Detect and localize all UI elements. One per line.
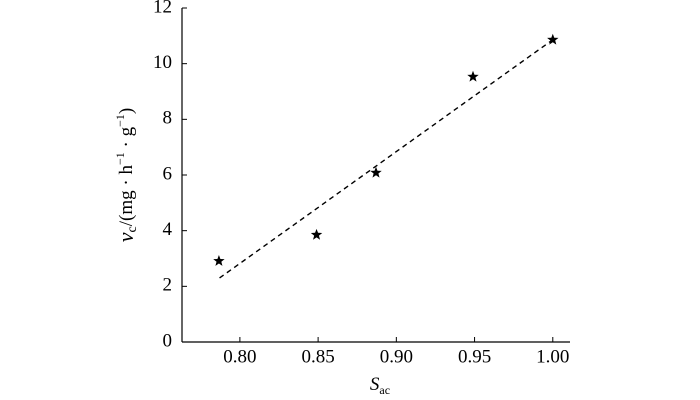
- x-tick-label: 1.00: [536, 346, 569, 367]
- y-label-exponent: −1: [113, 152, 127, 165]
- y-tick-label: 2: [163, 275, 173, 296]
- point: [370, 166, 382, 178]
- y-tick-label: 6: [163, 163, 173, 184]
- point: [213, 255, 225, 266]
- point: [547, 33, 559, 45]
- x-label-symbol: S: [370, 374, 380, 395]
- y-label-exponent: −1: [113, 114, 127, 127]
- y-label-unit: ): [116, 108, 137, 114]
- x-axis-label: Sac: [370, 374, 390, 396]
- y-tick-label: 8: [163, 108, 173, 129]
- x-tick-label: 0.80: [223, 346, 256, 367]
- point: [467, 70, 479, 82]
- y-tick-label: 0: [163, 330, 173, 351]
- y-label-unit: · g: [116, 126, 137, 152]
- x-tick-label: 0.90: [380, 346, 413, 367]
- y-label-subscript: c: [125, 226, 140, 232]
- x-tick-label: 0.85: [301, 346, 334, 367]
- y-tick-label: 12: [153, 0, 172, 17]
- fit-line: [219, 39, 554, 279]
- y-tick-label: 10: [153, 52, 172, 73]
- y-tick-label: 4: [163, 219, 173, 240]
- y-axis-label: vc/(mg · h−1 · g−1): [113, 108, 140, 242]
- point: [310, 228, 323, 240]
- y-label-symbol: v: [113, 232, 138, 242]
- x-tick-label: 0.95: [458, 346, 491, 367]
- x-label-subscript: ac: [379, 383, 390, 397]
- y-label-unit: /(mg · h: [116, 165, 137, 227]
